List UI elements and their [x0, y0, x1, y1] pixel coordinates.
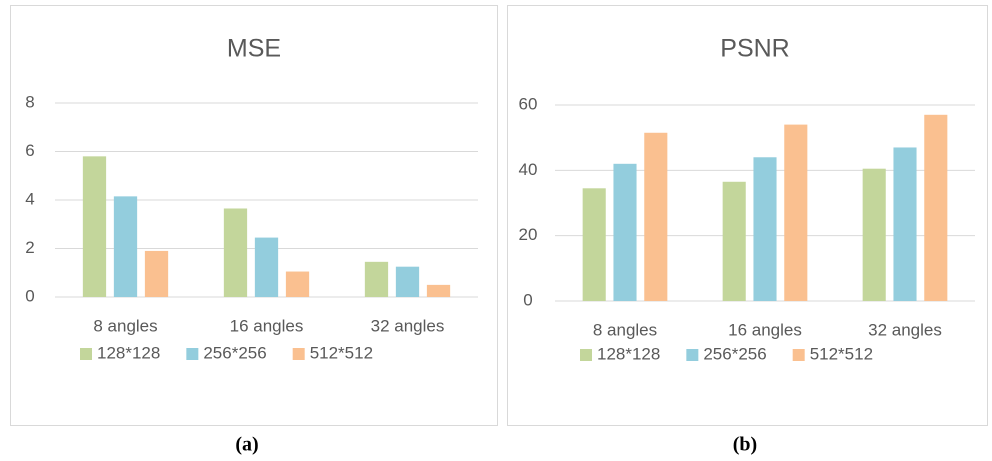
bar — [753, 157, 777, 301]
legend-swatch — [580, 349, 592, 361]
panel-frame — [10, 5, 498, 426]
bar — [223, 208, 248, 297]
y-tick-label: 0 — [523, 290, 532, 309]
caption: (b) — [733, 434, 757, 456]
chart-title: MSE — [227, 35, 281, 63]
y-tick-label: 0 — [25, 286, 34, 305]
legend-swatch — [686, 349, 699, 361]
bar — [722, 181, 746, 301]
legend-label: 256*256 — [203, 343, 266, 362]
bar — [862, 168, 886, 301]
x-tick-label: 32 angles — [371, 316, 445, 335]
legend-label: 128*128 — [597, 344, 660, 363]
bar — [784, 124, 808, 301]
x-tick-label: 16 angles — [230, 316, 304, 335]
x-tick-label: 8 angles — [93, 316, 157, 335]
legend-swatch — [186, 348, 199, 360]
bar — [113, 196, 138, 297]
legend-label: 512*512 — [310, 343, 373, 362]
y-tick-label: 4 — [25, 189, 34, 208]
chart-title: PSNR — [720, 35, 789, 63]
legend-swatch — [292, 348, 305, 360]
y-tick-label: 40 — [519, 160, 538, 179]
bar — [582, 188, 606, 301]
bar — [364, 261, 389, 297]
caption: (a) — [235, 434, 258, 456]
bar — [82, 156, 107, 297]
legend-swatch — [792, 349, 805, 361]
bar — [613, 163, 637, 301]
x-tick-label: 16 angles — [728, 320, 802, 339]
x-tick-label: 32 angles — [868, 320, 942, 339]
legend-label: 128*128 — [97, 343, 160, 362]
y-tick-label: 6 — [25, 141, 34, 160]
bar — [893, 147, 917, 301]
bar — [144, 250, 169, 297]
x-tick-label: 8 angles — [593, 320, 657, 339]
bar — [395, 266, 420, 297]
bar — [285, 271, 310, 297]
legend-swatch — [80, 348, 92, 360]
y-tick-label: 20 — [519, 225, 538, 244]
panel-frame — [507, 5, 988, 426]
legend-label: 512*512 — [810, 344, 873, 363]
y-tick-label: 8 — [25, 92, 34, 111]
bar — [254, 237, 279, 297]
legend-label: 256*256 — [703, 344, 766, 363]
bar — [924, 114, 948, 301]
y-tick-label: 60 — [519, 94, 538, 113]
bar — [644, 132, 668, 301]
y-tick-label: 2 — [25, 238, 34, 257]
bar — [426, 284, 451, 297]
